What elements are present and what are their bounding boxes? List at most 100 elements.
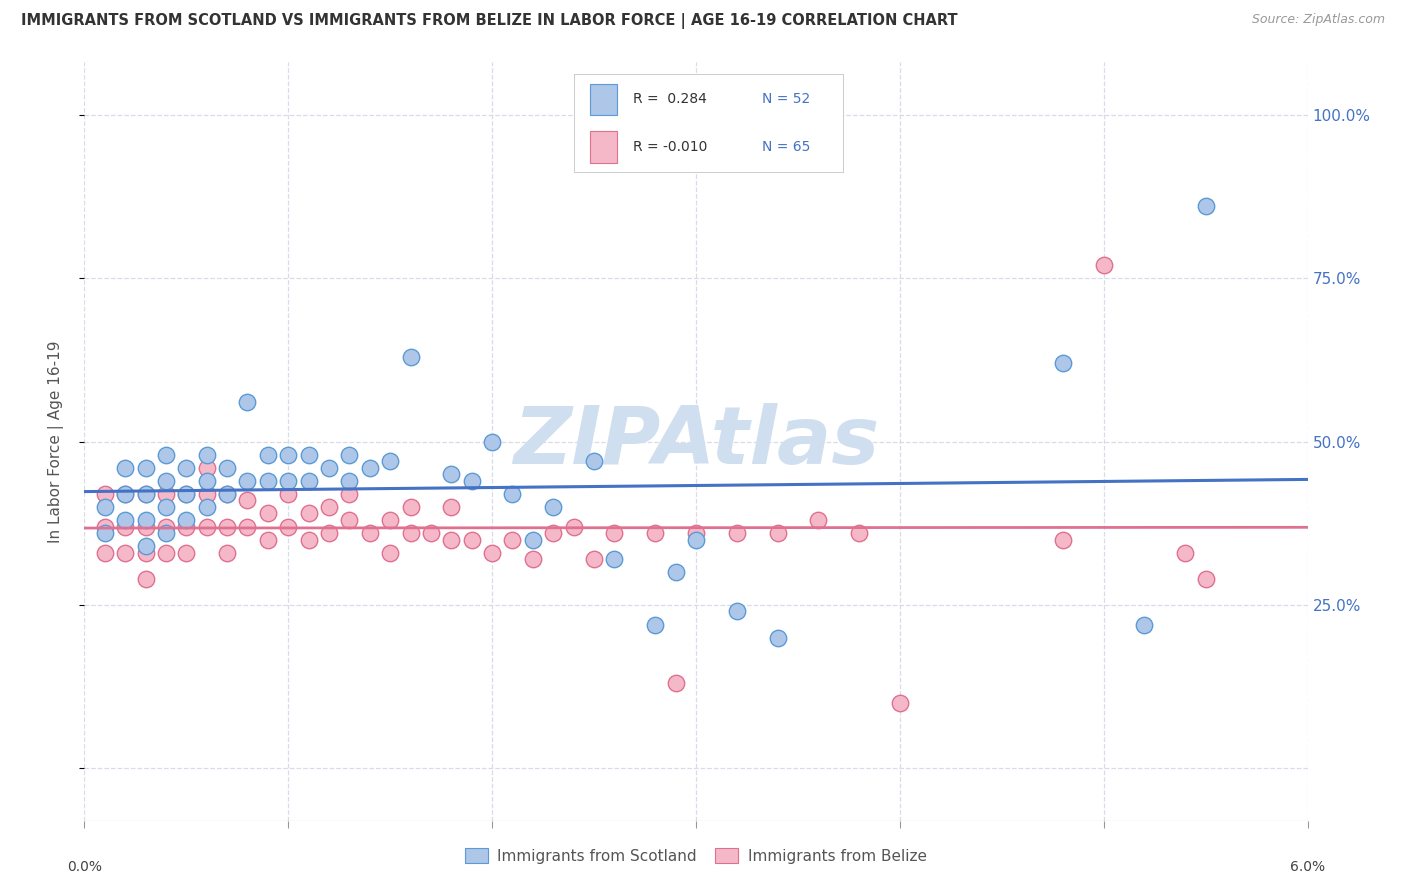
Point — [543, 526, 565, 541]
Point — [603, 526, 626, 541]
Point — [440, 533, 463, 547]
Point — [135, 487, 157, 501]
Point — [195, 500, 218, 514]
Point — [339, 448, 361, 462]
Point — [93, 546, 117, 560]
Point — [155, 487, 177, 501]
Point — [155, 519, 177, 533]
Point — [195, 448, 218, 462]
Point — [114, 519, 136, 533]
Point — [481, 434, 503, 449]
Point — [236, 474, 259, 488]
Point — [481, 546, 503, 560]
Point — [217, 460, 239, 475]
Point — [399, 350, 422, 364]
Point — [135, 519, 157, 533]
Point — [155, 546, 177, 560]
Point — [93, 519, 117, 533]
Point — [420, 526, 443, 541]
Point — [114, 487, 136, 501]
Point — [236, 395, 259, 409]
Point — [298, 533, 321, 547]
Point — [318, 500, 340, 514]
Point — [257, 448, 280, 462]
Point — [176, 460, 198, 475]
Point — [155, 474, 177, 488]
Point — [217, 487, 239, 501]
Point — [399, 500, 422, 514]
Point — [522, 533, 544, 547]
Point — [93, 526, 117, 541]
Point — [195, 474, 218, 488]
Point — [380, 546, 402, 560]
Point — [277, 474, 299, 488]
Point — [114, 513, 136, 527]
Point — [562, 519, 585, 533]
Point — [277, 487, 299, 501]
Point — [135, 487, 157, 501]
Point — [135, 572, 157, 586]
Point — [195, 487, 218, 501]
Point — [155, 500, 177, 514]
Point — [359, 460, 381, 475]
Point — [583, 454, 606, 468]
Point — [195, 519, 218, 533]
Point — [257, 533, 280, 547]
Point — [583, 552, 606, 566]
Point — [665, 566, 688, 580]
Point — [502, 533, 524, 547]
Point — [176, 487, 198, 501]
Point — [685, 526, 707, 541]
Text: Source: ZipAtlas.com: Source: ZipAtlas.com — [1251, 13, 1385, 27]
Point — [440, 500, 463, 514]
Point — [339, 487, 361, 501]
Point — [298, 474, 321, 488]
Point — [135, 546, 157, 560]
Point — [155, 526, 177, 541]
Point — [848, 526, 870, 541]
Point — [93, 487, 117, 501]
Point — [1052, 356, 1074, 370]
Point — [766, 526, 789, 541]
Point — [114, 487, 136, 501]
Point — [257, 507, 280, 521]
Point — [644, 526, 666, 541]
Point — [176, 487, 198, 501]
Point — [1195, 199, 1218, 213]
Point — [1195, 572, 1218, 586]
Legend: Immigrants from Scotland, Immigrants from Belize: Immigrants from Scotland, Immigrants fro… — [460, 842, 932, 870]
Point — [380, 513, 402, 527]
Point — [644, 617, 666, 632]
Point — [359, 526, 381, 541]
Point — [318, 460, 340, 475]
Point — [766, 631, 789, 645]
Point — [195, 460, 218, 475]
Point — [217, 487, 239, 501]
Point — [236, 519, 259, 533]
Point — [217, 546, 239, 560]
Y-axis label: In Labor Force | Age 16-19: In Labor Force | Age 16-19 — [48, 340, 63, 543]
Point — [135, 460, 157, 475]
Point — [380, 454, 402, 468]
Point — [725, 526, 748, 541]
Point — [93, 500, 117, 514]
Point — [665, 676, 688, 690]
Point — [807, 513, 830, 527]
Point — [1133, 617, 1156, 632]
Point — [318, 526, 340, 541]
Text: 6.0%: 6.0% — [1291, 860, 1324, 874]
Point — [155, 448, 177, 462]
Point — [277, 448, 299, 462]
Point — [339, 474, 361, 488]
Text: 0.0%: 0.0% — [67, 860, 101, 874]
Point — [176, 513, 198, 527]
Point — [1092, 258, 1115, 272]
Point — [1174, 546, 1197, 560]
Point — [114, 460, 136, 475]
Point — [277, 519, 299, 533]
Point — [114, 546, 136, 560]
Point — [135, 539, 157, 553]
Point — [176, 519, 198, 533]
Point — [603, 552, 626, 566]
Point — [135, 513, 157, 527]
